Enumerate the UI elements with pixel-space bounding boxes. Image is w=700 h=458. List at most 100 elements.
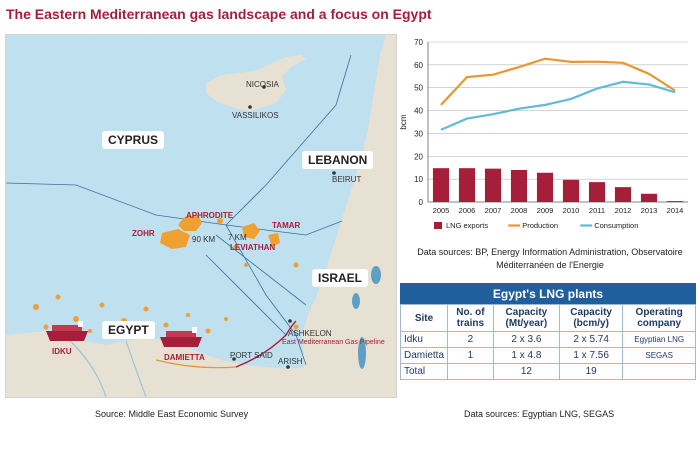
lng-plants-table: Egypt's LNG plants Site No. of trains Ca… bbox=[399, 283, 696, 380]
bar-lng-exports bbox=[614, 187, 632, 202]
header-company: Operating company bbox=[622, 304, 696, 332]
field-dot bbox=[293, 262, 299, 268]
field-dot bbox=[99, 302, 105, 308]
label-leviathan: LEVIATHAN bbox=[230, 243, 276, 252]
x-tick-label: 2009 bbox=[537, 206, 554, 215]
y-tick-label: 10 bbox=[414, 175, 423, 184]
cell-capacity-mt: 12 bbox=[492, 363, 560, 380]
cell-trains: 1 bbox=[447, 347, 494, 364]
field-dot bbox=[163, 322, 169, 328]
map-graphic bbox=[6, 35, 396, 397]
field-dot bbox=[186, 313, 190, 317]
label-israel: ISRAEL bbox=[312, 269, 369, 287]
x-tick-label: 2007 bbox=[485, 206, 502, 215]
table-row: Damietta 1 1 x 4.8 1 x 7.56 SEGAS bbox=[399, 347, 696, 364]
label-pipeline: East Mediterranean Gas Pipeline bbox=[282, 339, 385, 346]
bar-lng-exports bbox=[484, 168, 502, 202]
label-arish: ARISH bbox=[278, 357, 303, 366]
chart-sources: Data sources: BP, Energy Information Adm… bbox=[417, 247, 683, 270]
field-dot bbox=[43, 324, 49, 330]
x-tick-label: 2013 bbox=[641, 206, 658, 215]
field-dot bbox=[224, 317, 228, 321]
field-dot bbox=[217, 218, 223, 224]
pipeline-line bbox=[235, 320, 297, 368]
table-row: Total 12 19 bbox=[399, 363, 696, 380]
bar-lng-exports bbox=[536, 172, 554, 202]
label-egypt: EGYPT bbox=[102, 321, 155, 339]
legend-label: LNG exports bbox=[446, 221, 488, 230]
cell-company bbox=[622, 363, 696, 380]
label-tamar: TAMAR bbox=[272, 221, 301, 230]
cell-company: Egyptian LNG bbox=[622, 331, 696, 348]
label-port-said: PORT SAID bbox=[230, 351, 273, 360]
cell-site: Damietta bbox=[399, 347, 449, 364]
y-tick-label: 0 bbox=[419, 198, 424, 207]
bar-lng-exports bbox=[588, 182, 606, 202]
x-tick-label: 2005 bbox=[433, 206, 450, 215]
table-title: Egypt's LNG plants bbox=[400, 283, 696, 305]
y-tick-label: 40 bbox=[414, 107, 423, 116]
field-dot bbox=[73, 316, 79, 322]
legend-swatch bbox=[434, 222, 442, 229]
table-row: Idku 2 2 x 3.6 2 x 5.74 Egyptian LNG bbox=[399, 331, 696, 348]
nile-branches bbox=[65, 336, 147, 397]
x-tick-label: 2006 bbox=[459, 206, 476, 215]
bar-lng-exports bbox=[432, 168, 450, 202]
cell-capacity-bcm: 1 x 7.56 bbox=[558, 347, 624, 364]
bar-lng-exports bbox=[640, 193, 658, 202]
cell-capacity-mt: 1 x 4.8 bbox=[492, 347, 560, 364]
field-dot bbox=[33, 304, 39, 310]
x-tick-label: 2008 bbox=[511, 206, 528, 215]
field-dot bbox=[205, 328, 211, 334]
bar-lng-exports bbox=[562, 179, 580, 202]
city-dots bbox=[232, 85, 336, 369]
gas-fields bbox=[33, 215, 299, 334]
x-tick-label: 2012 bbox=[615, 206, 632, 215]
field-dot bbox=[233, 244, 239, 250]
bar-lng-exports bbox=[510, 170, 528, 202]
zohr-field bbox=[160, 229, 190, 249]
label-cyprus: CYPRUS bbox=[102, 131, 165, 149]
gas-map: NICOSIA VASSILIKOS CYPRUS LEBANON BEIRUT… bbox=[5, 34, 397, 398]
header-capacity-bcm: Capacity (bcm/y) bbox=[558, 304, 624, 332]
field-dot bbox=[143, 306, 149, 312]
label-lebanon: LEBANON bbox=[302, 151, 374, 169]
y-tick-label: 30 bbox=[414, 129, 423, 138]
label-damietta: DAMIETTA bbox=[164, 353, 205, 362]
cyprus-land bbox=[206, 55, 306, 111]
aphrodite-field bbox=[178, 215, 202, 231]
egypt-land bbox=[6, 331, 306, 397]
field-dot bbox=[293, 324, 299, 330]
coastal-pipeline bbox=[155, 359, 237, 369]
label-aphrodite: APHRODITE bbox=[186, 211, 234, 220]
gas-chart: 0 10 20 30 40 50 60 70 bcm 2005 2006 2007 2008 2009 20… bbox=[398, 34, 698, 249]
bar-lng-exports bbox=[458, 168, 476, 202]
legend-label: Production bbox=[522, 221, 558, 230]
y-tick-label: 50 bbox=[414, 84, 423, 93]
dead-sea bbox=[358, 337, 366, 369]
label-vassilikos: VASSILIKOS bbox=[232, 111, 279, 120]
label-idku: IDKU bbox=[52, 347, 72, 356]
cell-trains bbox=[447, 363, 494, 380]
levant-land bbox=[302, 35, 396, 397]
y-axis-label: bcm bbox=[399, 114, 408, 129]
y-tick-label: 60 bbox=[414, 61, 423, 70]
page-title: The Eastern Mediterranean gas landscape … bbox=[6, 6, 432, 22]
header-site: Site bbox=[399, 304, 449, 332]
cell-trains: 2 bbox=[447, 331, 494, 348]
field-dot bbox=[244, 263, 248, 267]
y-tick-label: 20 bbox=[414, 152, 423, 161]
x-tick-label: 2011 bbox=[589, 206, 605, 215]
label-beirut: BEIRUT bbox=[332, 175, 362, 184]
x-tick-label: 2014 bbox=[667, 206, 684, 215]
header-trains: No. of trains bbox=[447, 304, 494, 332]
map-source: Source: Middle East Economic Survey bbox=[95, 409, 249, 419]
field-dot bbox=[88, 329, 92, 333]
bar-lng-exports bbox=[666, 201, 684, 202]
cell-capacity-mt: 2 x 3.6 bbox=[492, 331, 560, 348]
table-source: Data sources: Egyptian LNG, SEGAS bbox=[464, 409, 615, 419]
cell-company: SEGAS bbox=[622, 347, 696, 364]
header-capacity-mt: Capacity (Mt/year) bbox=[492, 304, 560, 332]
leviathan-field bbox=[242, 223, 260, 239]
label-zohr: ZOHR bbox=[132, 229, 155, 238]
